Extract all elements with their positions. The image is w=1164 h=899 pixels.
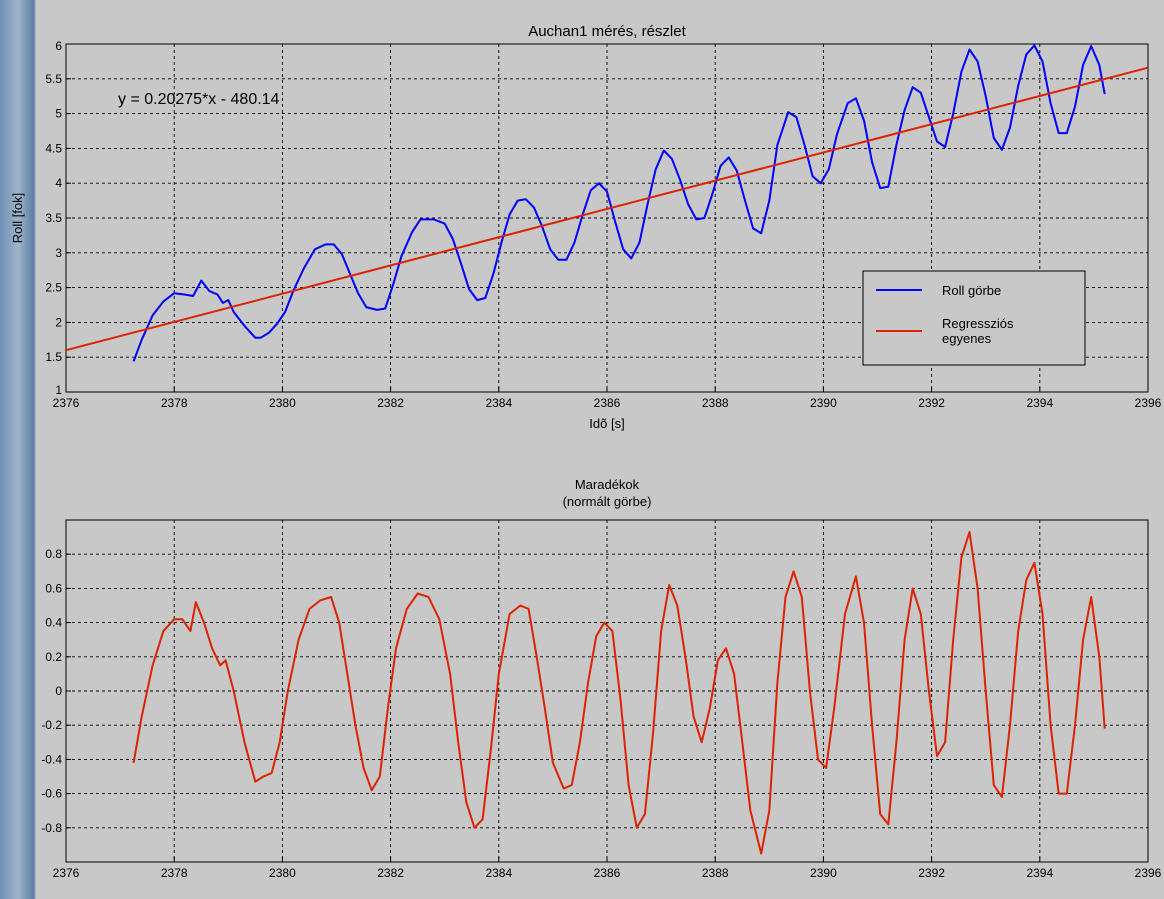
bottom-x-ticks: 2376 2378 2380 2382 2384 2386 2388 2390 2392 2394… [53, 866, 1162, 880]
top-grid [65, 43, 1149, 393]
y-tick-label: 0.8 [45, 547, 62, 561]
legend-label-roll: Roll görbe [942, 283, 1001, 298]
y-tick-label: 0 [55, 684, 62, 698]
x-tick-label: 2378 [161, 866, 188, 880]
x-tick-label: 2382 [377, 396, 404, 410]
y-tick-label: 1.5 [45, 350, 62, 364]
x-tick-label: 2392 [918, 396, 945, 410]
y-tick-label: 0.6 [45, 581, 62, 595]
x-tick-label: 2386 [594, 866, 621, 880]
legend-box [862, 270, 1086, 366]
y-tick-label: -0.6 [41, 787, 62, 801]
top-x-axis-label: Idõ [s] [589, 416, 624, 431]
y-tick-label: 3 [55, 246, 62, 260]
top-y-axis-label: Roll [fok] [10, 193, 25, 244]
series-line-secondary [65, 66, 1149, 352]
y-tick-label: 2 [55, 315, 62, 329]
legend-label-regression: Regressziós egyenes [942, 316, 1017, 346]
y-tick-label: 2.5 [45, 281, 62, 295]
regression-equation: y = 0.20275*x - 480.14 [118, 91, 280, 108]
x-tick-label: 2384 [485, 396, 512, 410]
legend: Roll görbe Regressziós egyenes [862, 270, 1086, 366]
y-tick-label: 0.2 [45, 650, 62, 664]
x-tick-label: 2384 [485, 866, 512, 880]
x-tick-label: 2396 [1135, 396, 1162, 410]
y-tick-label: -0.2 [41, 718, 62, 732]
y-tick-label: 4.5 [45, 141, 62, 155]
x-tick-label: 2388 [702, 866, 729, 880]
bottom-chart: 2376 2378 2380 2382 2384 2386 2388 2390 2392 2394… [41, 477, 1161, 880]
bottom-grid [65, 520, 1149, 862]
x-tick-label: 2376 [53, 866, 80, 880]
top-x-ticks: 2376 2378 2380 2382 2384 2386 2388 2390 2392 2394… [53, 396, 1162, 410]
x-tick-label: 2380 [269, 396, 296, 410]
x-tick-label: 2394 [1026, 866, 1053, 880]
x-tick-label: 2386 [594, 396, 621, 410]
x-tick-label: 2382 [377, 866, 404, 880]
x-tick-label: 2390 [810, 396, 837, 410]
x-tick-label: 2378 [161, 396, 188, 410]
series-line-primary [132, 44, 1106, 362]
x-tick-label: 2396 [1135, 866, 1162, 880]
x-tick-label: 2394 [1026, 396, 1053, 410]
y-tick-label: 5 [55, 107, 62, 121]
top-chart: 2376 2378 2380 2382 2384 2386 2388 2390 2392 2394… [10, 23, 1162, 431]
y-tick-label: 4 [55, 176, 62, 190]
bottom-y-ticks: -0.8 -0.6 -0.4 -0.2 0 0.2 0.4 0.6 0.8 [41, 547, 62, 835]
x-tick-label: 2392 [918, 866, 945, 880]
top-chart-title: Auchan1 mérés, részlet [528, 23, 686, 40]
x-tick-label: 2388 [702, 396, 729, 410]
y-tick-label: -0.8 [41, 821, 62, 835]
series-line-primary [132, 531, 1106, 855]
y-tick-label: 5.5 [45, 72, 62, 86]
x-tick-label: 2380 [269, 866, 296, 880]
y-tick-label: 6 [55, 39, 62, 53]
top-y-ticks: 1 1.5 2 2.5 3 3.5 4 4.5 5 5.5 6 [45, 39, 62, 397]
x-tick-label: 2376 [53, 396, 80, 410]
y-tick-label: 3.5 [45, 211, 62, 225]
bottom-chart-subtitle: (normált görbe) [563, 494, 652, 509]
y-tick-label: 0.4 [45, 616, 62, 630]
x-tick-label: 2390 [810, 866, 837, 880]
y-tick-label: -0.4 [41, 752, 62, 766]
y-tick-label: 1 [55, 383, 62, 397]
bottom-chart-title: Maradékok [575, 477, 640, 492]
top-series [65, 44, 1149, 362]
bottom-series [132, 531, 1106, 855]
